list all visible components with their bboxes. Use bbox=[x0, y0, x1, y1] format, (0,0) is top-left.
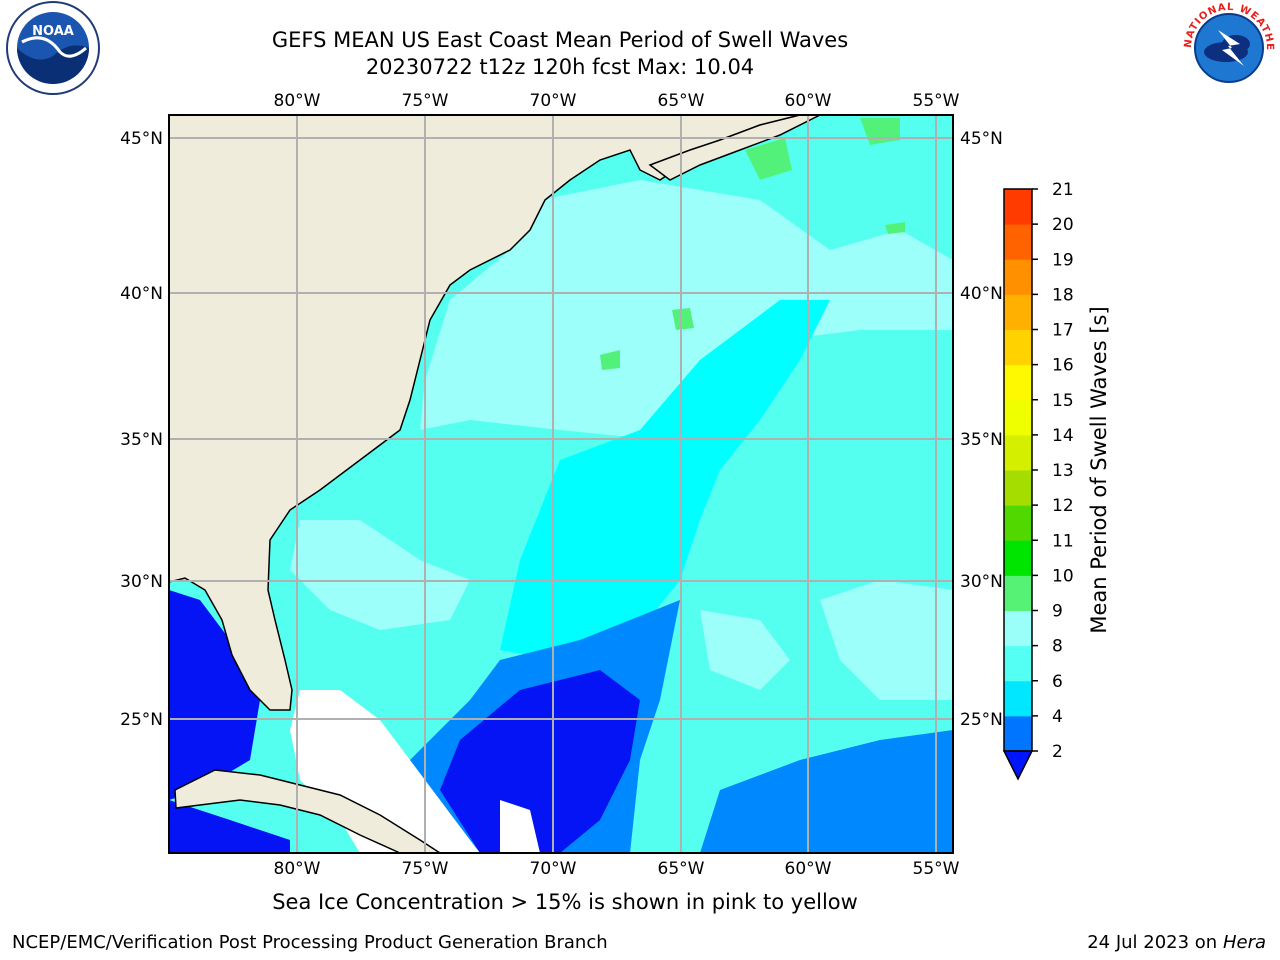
period-region-9-10 bbox=[885, 222, 905, 234]
lat-label-left: 30°N bbox=[120, 572, 163, 592]
colorbar-tick-label: 8 bbox=[1052, 637, 1063, 657]
colorbar-tick-label: 10 bbox=[1052, 566, 1074, 586]
lat-label-left: 25°N bbox=[120, 710, 163, 730]
lat-label-left: 45°N bbox=[120, 129, 163, 149]
colorbar-segment bbox=[1004, 189, 1032, 225]
colorbar-segment bbox=[1004, 715, 1032, 752]
lat-label-right: 25°N bbox=[960, 710, 1003, 730]
colorbar-segment bbox=[1004, 645, 1032, 682]
period-region-below-2 bbox=[440, 670, 640, 853]
lat-label-right: 40°N bbox=[960, 284, 1003, 304]
colorbar-tick-label: 14 bbox=[1052, 426, 1074, 446]
period-region-9-10 bbox=[672, 308, 694, 330]
period-region-4-6 bbox=[500, 300, 830, 660]
lon-label-top: 60°W bbox=[785, 91, 832, 111]
lon-label-bottom: 60°W bbox=[785, 859, 832, 879]
colorbar-under-extension bbox=[1002, 750, 1034, 781]
colorbar-segment bbox=[1004, 470, 1032, 506]
colorbar-tick-label: 9 bbox=[1052, 602, 1063, 622]
nova-scotia-land bbox=[648, 115, 821, 181]
noaa-logo: NOAA bbox=[6, 1, 100, 95]
footer-machine: Hera bbox=[1222, 932, 1266, 953]
colorbar-tick-label: 16 bbox=[1052, 356, 1074, 376]
lat-label-left: 35°N bbox=[120, 430, 163, 450]
colorbar-label: Mean Period of Swell Waves [s] bbox=[1087, 306, 1111, 633]
colorbar-tick-label: 18 bbox=[1052, 285, 1074, 305]
footer-credit: NCEP/EMC/Verification Post Processing Pr… bbox=[12, 932, 608, 953]
lon-label-top: 55°W bbox=[913, 91, 960, 111]
map-title: GEFS MEAN US East Coast Mean Period of S… bbox=[271, 28, 849, 52]
colorbar-segment bbox=[1004, 434, 1032, 471]
colorbar-tick-label: 21 bbox=[1052, 180, 1074, 200]
lon-label-top: 75°W bbox=[402, 91, 449, 111]
colorbar-segment bbox=[1004, 294, 1032, 330]
colorbar-tick-label: 6 bbox=[1052, 672, 1063, 692]
lon-label-bottom: 80°W bbox=[274, 859, 321, 879]
lon-label-bottom: 65°W bbox=[658, 859, 705, 879]
colorbar: 2 4 6 8 9 10 11 12 13 14 15 16 17 18 19 20 21 bbox=[1002, 180, 1074, 781]
colorbar-tick-label: 13 bbox=[1052, 461, 1074, 481]
colorbar-segment bbox=[1004, 364, 1032, 401]
colorbar-segment bbox=[1004, 399, 1032, 436]
colorbar-segment bbox=[1004, 540, 1032, 576]
lat-label-right: 45°N bbox=[960, 129, 1003, 149]
graticule bbox=[169, 115, 953, 853]
map-frame bbox=[168, 114, 954, 854]
period-region-9-10 bbox=[600, 350, 620, 370]
colorbar-tick-label: 20 bbox=[1052, 215, 1074, 235]
north-america-land bbox=[169, 115, 801, 711]
period-region-2-4 bbox=[700, 730, 953, 853]
colorbar-segment bbox=[1004, 224, 1032, 260]
no-data-region bbox=[500, 800, 540, 853]
lon-label-bottom: 75°W bbox=[402, 859, 449, 879]
colorbar-tick-label: 12 bbox=[1052, 496, 1074, 516]
colorbar-tick-label: 15 bbox=[1052, 391, 1074, 411]
nws-logo: NATIONAL WEATHER SERVICE bbox=[1178, 0, 1275, 94]
footer-date: 24 Jul 2023 on Hera bbox=[1087, 932, 1266, 953]
sea-ice-note: Sea Ice Concentration > 15% is shown in … bbox=[272, 890, 858, 914]
colorbar-segment bbox=[1004, 680, 1032, 717]
colorbar-tick-label: 17 bbox=[1052, 321, 1074, 341]
lon-label-top: 70°W bbox=[530, 91, 577, 111]
period-region-9-10 bbox=[745, 138, 792, 180]
colorbar-segment bbox=[1004, 575, 1032, 611]
footer-date-text: 24 Jul 2023 on bbox=[1087, 932, 1223, 953]
colorbar-segment bbox=[1004, 610, 1032, 647]
colorbar-tick-label: 19 bbox=[1052, 250, 1074, 270]
lat-label-left: 40°N bbox=[120, 284, 163, 304]
colorbar-segment bbox=[1004, 259, 1032, 295]
colorbar-segment bbox=[1004, 329, 1032, 366]
lat-labels: 45°N 40°N 35°N 30°N 25°N 45°N 40°N 35°N … bbox=[120, 129, 1003, 730]
lon-label-top: 80°W bbox=[274, 91, 321, 111]
lon-label-top: 65°W bbox=[658, 91, 705, 111]
period-region-below-2 bbox=[169, 590, 260, 800]
colorbar-tick-label: 4 bbox=[1052, 707, 1063, 727]
lon-labels: 80°W 75°W 70°W 65°W 60°W 55°W 80°W 75°W … bbox=[274, 91, 960, 879]
period-region-8-9 bbox=[820, 580, 953, 700]
map-subtitle: 20230722 t12z 120h fcst Max: 10.04 bbox=[365, 55, 755, 79]
period-region-below-2 bbox=[169, 800, 290, 853]
lat-label-right: 30°N bbox=[960, 572, 1003, 592]
cuba-land bbox=[174, 769, 442, 853]
colorbar-tick-label: 11 bbox=[1052, 531, 1074, 551]
colorbar-tick-label: 2 bbox=[1052, 742, 1063, 762]
map-field bbox=[169, 115, 953, 853]
period-region-8-9 bbox=[700, 610, 790, 690]
lat-label-right: 35°N bbox=[960, 430, 1003, 450]
noaa-logo-text: NOAA bbox=[32, 24, 74, 39]
colorbar-segment bbox=[1004, 505, 1032, 541]
lon-label-bottom: 70°W bbox=[530, 859, 577, 879]
lon-label-bottom: 55°W bbox=[913, 859, 960, 879]
